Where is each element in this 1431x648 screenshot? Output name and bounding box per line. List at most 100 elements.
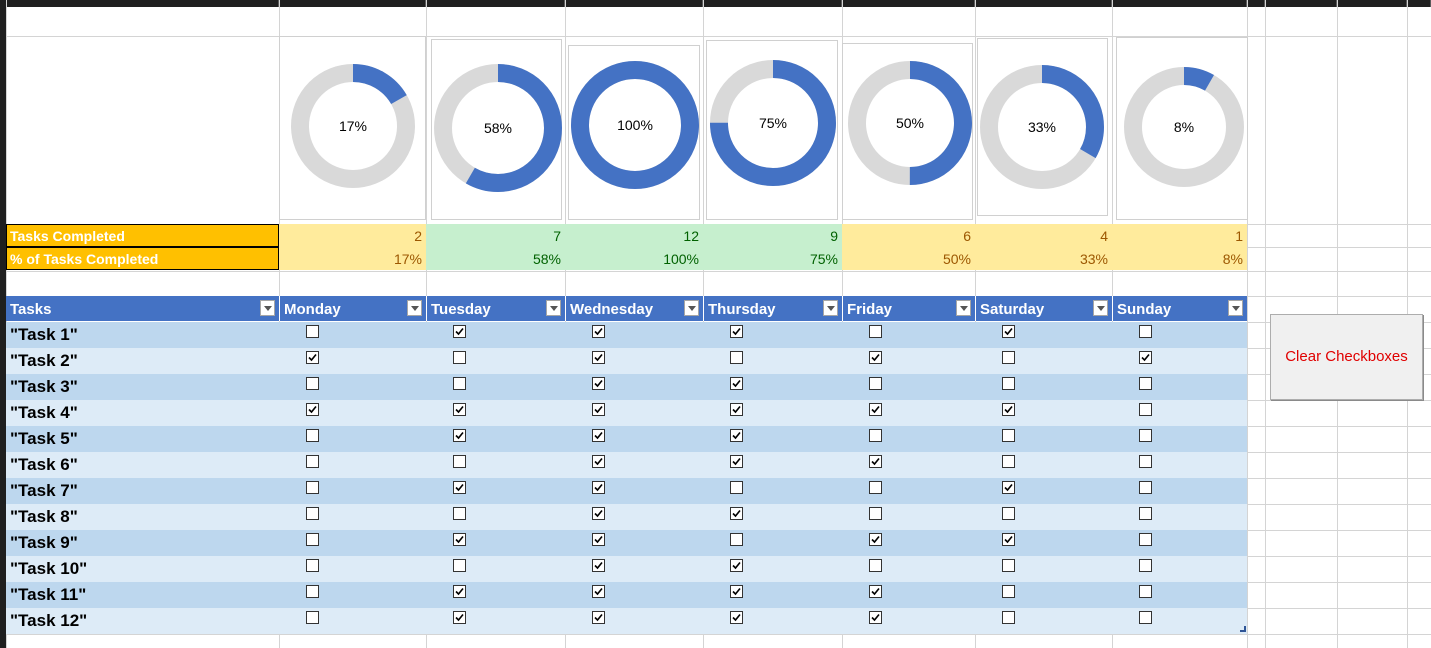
checkbox-unchecked[interactable] xyxy=(306,533,319,546)
checkbox-unchecked[interactable] xyxy=(1139,559,1152,572)
checkbox-unchecked[interactable] xyxy=(730,533,743,546)
percent-completed-value[interactable]: 50% xyxy=(842,247,975,270)
checkbox-unchecked[interactable] xyxy=(453,455,466,468)
tasks-completed-value[interactable]: 12 xyxy=(565,224,703,247)
checkbox-unchecked[interactable] xyxy=(453,559,466,572)
checkbox-unchecked[interactable] xyxy=(306,325,319,338)
checkbox-checked[interactable] xyxy=(453,585,466,598)
clear-checkboxes-button[interactable]: Clear Checkboxes xyxy=(1270,314,1423,400)
table-header-saturday[interactable]: Saturday xyxy=(975,296,1112,321)
percent-completed-value[interactable]: 8% xyxy=(1112,247,1247,270)
checkbox-unchecked[interactable] xyxy=(1002,559,1015,572)
task-name[interactable]: "Task 10" xyxy=(10,559,88,578)
column-header-cell[interactable] xyxy=(842,0,975,7)
column-header-cell[interactable] xyxy=(1407,0,1431,7)
checkbox-checked[interactable] xyxy=(306,351,319,364)
checkbox-checked[interactable] xyxy=(730,325,743,338)
task-name[interactable]: "Task 11" xyxy=(10,585,87,604)
checkbox-checked[interactable] xyxy=(453,325,466,338)
filter-dropdown-icon[interactable] xyxy=(407,300,422,316)
checkbox-checked[interactable] xyxy=(592,507,605,520)
checkbox-checked[interactable] xyxy=(453,403,466,416)
percent-completed-value[interactable]: 58% xyxy=(426,247,565,270)
filter-dropdown-icon[interactable] xyxy=(1093,300,1108,316)
donut-chart[interactable]: 100% xyxy=(568,45,700,220)
checkbox-unchecked[interactable] xyxy=(306,559,319,572)
table-header-thursday[interactable]: Thursday xyxy=(703,296,842,321)
checkbox-checked[interactable] xyxy=(1002,403,1015,416)
checkbox-checked[interactable] xyxy=(592,377,605,390)
checkbox-checked[interactable] xyxy=(1139,351,1152,364)
checkbox-unchecked[interactable] xyxy=(1139,481,1152,494)
task-name[interactable]: "Task 4" xyxy=(10,403,78,422)
checkbox-checked[interactable] xyxy=(730,611,743,624)
tasks-completed-value[interactable]: 7 xyxy=(426,224,565,247)
checkbox-checked[interactable] xyxy=(869,611,882,624)
checkbox-unchecked[interactable] xyxy=(869,325,882,338)
filter-dropdown-icon[interactable] xyxy=(1228,300,1243,316)
checkbox-checked[interactable] xyxy=(592,351,605,364)
task-name[interactable]: "Task 3" xyxy=(10,377,78,396)
checkbox-unchecked[interactable] xyxy=(1139,507,1152,520)
filter-dropdown-icon[interactable] xyxy=(546,300,561,316)
table-header-monday[interactable]: Monday xyxy=(279,296,426,321)
row-header-strip[interactable] xyxy=(0,0,6,648)
filter-dropdown-icon[interactable] xyxy=(823,300,838,316)
checkbox-unchecked[interactable] xyxy=(1139,429,1152,442)
filter-dropdown-icon[interactable] xyxy=(684,300,699,316)
checkbox-checked[interactable] xyxy=(730,585,743,598)
checkbox-unchecked[interactable] xyxy=(1002,429,1015,442)
table-header-tasks[interactable]: Tasks xyxy=(6,296,279,321)
percent-completed-value[interactable]: 17% xyxy=(279,247,426,270)
column-header-cell[interactable] xyxy=(279,0,426,7)
checkbox-unchecked[interactable] xyxy=(453,377,466,390)
checkbox-unchecked[interactable] xyxy=(1002,507,1015,520)
task-name[interactable]: "Task 2" xyxy=(10,351,78,370)
column-header-cell[interactable] xyxy=(703,0,842,7)
checkbox-unchecked[interactable] xyxy=(306,455,319,468)
table-resize-handle[interactable] xyxy=(1240,626,1246,632)
checkbox-unchecked[interactable] xyxy=(1139,377,1152,390)
checkbox-checked[interactable] xyxy=(1002,481,1015,494)
column-header-cell[interactable] xyxy=(1337,0,1407,7)
checkbox-unchecked[interactable] xyxy=(1139,585,1152,598)
column-header-cell[interactable] xyxy=(565,0,703,7)
checkbox-unchecked[interactable] xyxy=(869,429,882,442)
checkbox-checked[interactable] xyxy=(869,585,882,598)
checkbox-unchecked[interactable] xyxy=(869,559,882,572)
donut-chart[interactable]: 17% xyxy=(279,36,426,220)
checkbox-unchecked[interactable] xyxy=(306,507,319,520)
checkbox-checked[interactable] xyxy=(730,429,743,442)
column-header-strip[interactable] xyxy=(0,0,1431,7)
checkbox-checked[interactable] xyxy=(592,429,605,442)
checkbox-checked[interactable] xyxy=(453,611,466,624)
checkbox-unchecked[interactable] xyxy=(306,611,319,624)
task-name[interactable]: "Task 7" xyxy=(10,481,78,500)
percent-completed-value[interactable]: 100% xyxy=(565,247,703,270)
checkbox-unchecked[interactable] xyxy=(306,429,319,442)
task-name[interactable]: "Task 5" xyxy=(10,429,78,448)
tasks-completed-value[interactable]: 1 xyxy=(1112,224,1247,247)
checkbox-checked[interactable] xyxy=(592,533,605,546)
checkbox-unchecked[interactable] xyxy=(453,507,466,520)
checkbox-checked[interactable] xyxy=(592,611,605,624)
checkbox-checked[interactable] xyxy=(730,559,743,572)
checkbox-unchecked[interactable] xyxy=(453,351,466,364)
column-header-cell[interactable] xyxy=(975,0,1112,7)
checkbox-checked[interactable] xyxy=(1002,533,1015,546)
checkbox-unchecked[interactable] xyxy=(1002,455,1015,468)
checkbox-checked[interactable] xyxy=(592,559,605,572)
task-name[interactable]: "Task 6" xyxy=(10,455,78,474)
checkbox-checked[interactable] xyxy=(592,455,605,468)
tasks-completed-value[interactable]: 6 xyxy=(842,224,975,247)
checkbox-checked[interactable] xyxy=(453,533,466,546)
checkbox-unchecked[interactable] xyxy=(869,377,882,390)
checkbox-checked[interactable] xyxy=(453,429,466,442)
checkbox-checked[interactable] xyxy=(869,533,882,546)
checkbox-checked[interactable] xyxy=(592,403,605,416)
table-header-wednesday[interactable]: Wednesday xyxy=(565,296,703,321)
task-name[interactable]: "Task 12" xyxy=(10,611,88,630)
checkbox-unchecked[interactable] xyxy=(306,377,319,390)
donut-chart[interactable]: 33% xyxy=(977,38,1108,216)
checkbox-checked[interactable] xyxy=(306,403,319,416)
